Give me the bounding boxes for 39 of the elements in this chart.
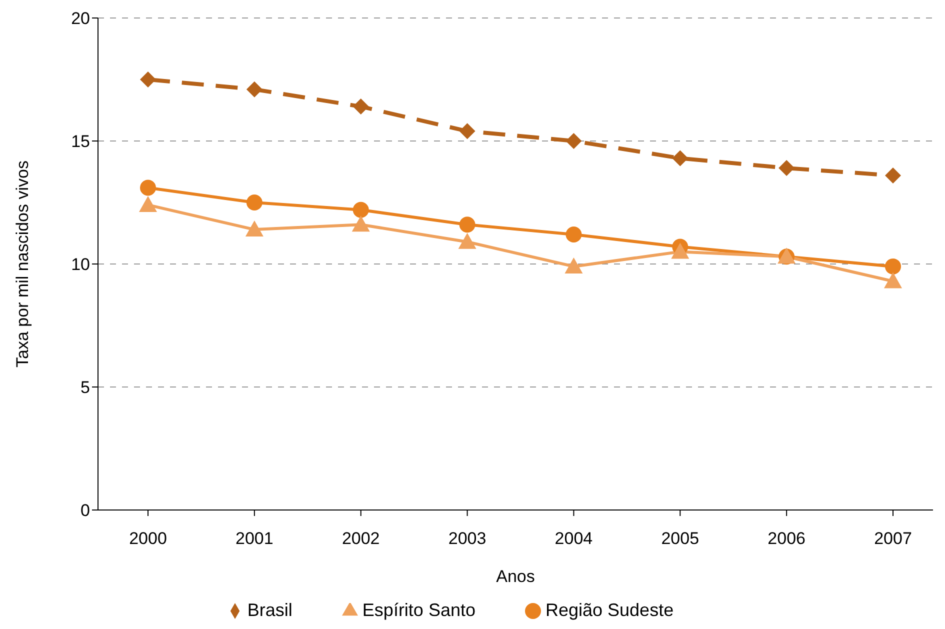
point [672, 150, 688, 166]
x-tick-label: 2001 [236, 529, 274, 548]
point [246, 194, 262, 210]
x-tick-label: 2003 [448, 529, 486, 548]
point [352, 202, 369, 218]
legend-label: Brasil [247, 600, 292, 620]
point [140, 72, 156, 88]
point [459, 123, 476, 140]
x-tick-label: 2006 [768, 529, 806, 548]
point [140, 180, 156, 196]
point [246, 81, 262, 98]
point [564, 257, 583, 274]
x-tick-label: 2007 [874, 529, 912, 548]
point [139, 196, 157, 212]
point [245, 220, 264, 237]
x-axis-title: Anos [496, 567, 535, 586]
point [352, 216, 370, 232]
x-tick-label: 2002 [342, 529, 380, 548]
x-tick-label: 2004 [554, 529, 593, 548]
x-tick-label: 2005 [661, 529, 700, 548]
point [566, 226, 582, 242]
legend-label: Região Sudeste [545, 600, 674, 620]
point [671, 242, 690, 259]
y-tick-label: 15 [71, 132, 90, 152]
point [352, 98, 369, 115]
point [778, 160, 795, 176]
y-axis-title: Taxa por mil nascidos vivos [13, 160, 32, 368]
point [459, 216, 476, 233]
y-tick-label: 0 [80, 501, 90, 520]
point [458, 232, 476, 249]
legend-label: Espírito Santo [362, 600, 476, 620]
y-tick-label: 5 [80, 378, 90, 398]
point [566, 133, 582, 149]
x-tick-label: 2000 [129, 529, 167, 548]
point [884, 272, 902, 288]
point [885, 167, 901, 184]
point [885, 258, 901, 274]
y-tick-label: 20 [71, 9, 90, 28]
y-tick-label: 10 [71, 255, 90, 274]
